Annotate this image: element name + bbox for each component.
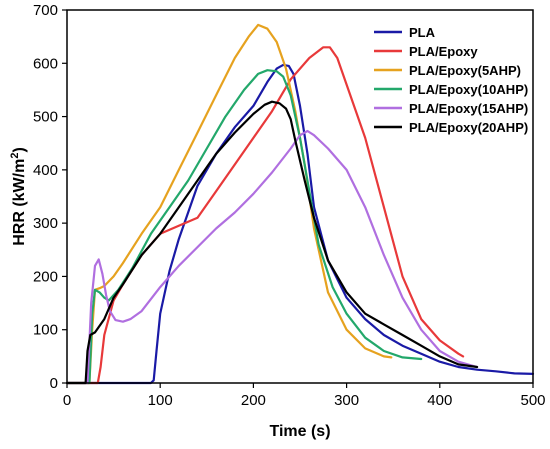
y-tick-label: 0 — [50, 375, 58, 392]
series-line-2 — [65, 23, 393, 385]
y-tick-label: 400 — [33, 162, 58, 179]
series-line-5 — [65, 100, 479, 385]
y-tick-label: 500 — [33, 109, 58, 126]
series-layer — [65, 23, 535, 385]
series-line-1 — [65, 46, 465, 385]
series-line-4 — [65, 129, 479, 385]
legend-label-5: PLA/Epoxy(20AHP) — [409, 120, 528, 135]
plot-frame — [66, 9, 534, 384]
y-tick-label: 200 — [33, 268, 58, 285]
y-axis-label: HRR (kW/m2) — [9, 147, 28, 246]
x-tick-label: 400 — [427, 392, 452, 409]
legend-label-2: PLA/Epoxy(5AHP) — [409, 63, 521, 78]
y-axis-label-superscript: 2 — [9, 153, 21, 159]
series-line-3 — [65, 69, 423, 385]
x-tick-label: 200 — [241, 392, 266, 409]
x-tick-label: 300 — [334, 392, 359, 409]
y-tick-label: 700 — [33, 2, 58, 19]
y-tick-label: 300 — [33, 215, 58, 232]
x-tick-label: 500 — [520, 392, 545, 409]
x-tick-label: 100 — [148, 392, 173, 409]
ticks-layer: 0 100 200 300 400 500 0 100 200 300 400 500 600 700 — [33, 2, 546, 409]
legend-label-3: PLA/Epoxy(10AHP) — [409, 82, 528, 97]
legend-label-1: PLA/Epoxy — [409, 44, 478, 59]
x-tick-label: 0 — [63, 392, 71, 409]
y-tick-label: 100 — [33, 322, 58, 339]
legend-label-0: PLA — [409, 25, 436, 40]
legend: PLA PLA/Epoxy PLA/Epoxy(5AHP) PLA/Epoxy(10A… — [374, 25, 528, 135]
x-axis-label: Time (s) — [269, 423, 330, 440]
series-line-0 — [65, 63, 535, 385]
legend-label-4: PLA/Epoxy(15AHP) — [409, 101, 528, 116]
y-axis-label-end: ) — [11, 147, 28, 152]
y-tick-label: 600 — [33, 55, 58, 72]
y-axis-label-main: HRR (kW/m — [11, 159, 28, 246]
